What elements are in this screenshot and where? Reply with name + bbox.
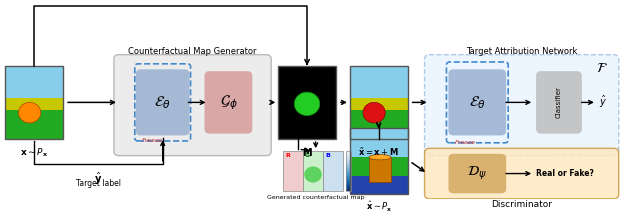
FancyBboxPatch shape bbox=[449, 69, 506, 135]
Bar bbox=[5, 98, 63, 111]
Text: $\mathcal{G}_\phi$: $\mathcal{G}_\phi$ bbox=[220, 93, 237, 112]
Text: Real or Fake?: Real or Fake? bbox=[536, 169, 594, 178]
Bar bbox=[5, 66, 63, 99]
FancyBboxPatch shape bbox=[205, 71, 252, 134]
Circle shape bbox=[19, 102, 41, 123]
Text: $\mathcal{F}$: $\mathcal{F}$ bbox=[596, 61, 608, 75]
Text: B: B bbox=[325, 153, 330, 158]
FancyBboxPatch shape bbox=[536, 71, 582, 134]
Text: G: G bbox=[305, 153, 310, 158]
Text: $\tilde{\mathbf{x}} = \mathbf{x} + \mathbf{M}$: $\tilde{\mathbf{x}} = \mathbf{x} + \math… bbox=[358, 146, 399, 158]
Text: $\hat{y}$: $\hat{y}$ bbox=[599, 94, 607, 111]
Text: $\hat{\mathbf{x}} \sim P_\mathbf{x}$: $\hat{\mathbf{x}} \sim P_\mathbf{x}$ bbox=[365, 200, 392, 214]
Bar bbox=[369, 157, 391, 182]
Text: $\mathcal{E}_\theta$: $\mathcal{E}_\theta$ bbox=[154, 94, 171, 111]
FancyBboxPatch shape bbox=[424, 55, 619, 156]
Bar bbox=[350, 98, 408, 111]
Text: Freeze: Freeze bbox=[454, 140, 476, 145]
Bar bbox=[5, 66, 63, 139]
Bar bbox=[350, 128, 408, 194]
Bar bbox=[5, 110, 63, 139]
Text: Target Attribution Network: Target Attribution Network bbox=[466, 47, 577, 55]
Bar bbox=[350, 110, 408, 139]
Text: Discriminator: Discriminator bbox=[491, 200, 552, 209]
Text: $\hat{\mathbf{y}}$: $\hat{\mathbf{y}}$ bbox=[94, 171, 102, 187]
Bar bbox=[350, 66, 408, 139]
Ellipse shape bbox=[369, 155, 391, 160]
Text: $\mathcal{E}_\theta$: $\mathcal{E}_\theta$ bbox=[469, 94, 486, 111]
Bar bbox=[283, 151, 303, 191]
Text: Target label: Target label bbox=[76, 179, 121, 188]
Bar bbox=[350, 128, 408, 158]
Text: Generated counterfactual map: Generated counterfactual map bbox=[268, 195, 365, 200]
FancyBboxPatch shape bbox=[449, 154, 506, 193]
Bar bbox=[303, 151, 323, 191]
Text: Freeze: Freeze bbox=[142, 138, 163, 143]
FancyBboxPatch shape bbox=[136, 69, 189, 135]
Text: R: R bbox=[285, 153, 290, 158]
Text: $\mathbf{x} \sim P_\mathbf{x}$: $\mathbf{x} \sim P_\mathbf{x}$ bbox=[20, 146, 49, 159]
Text: $\mathcal{D}_\psi$: $\mathcal{D}_\psi$ bbox=[467, 165, 487, 182]
FancyBboxPatch shape bbox=[424, 148, 619, 199]
Circle shape bbox=[294, 92, 320, 116]
Bar bbox=[350, 66, 408, 99]
FancyBboxPatch shape bbox=[114, 55, 271, 156]
Bar bbox=[346, 151, 351, 191]
Circle shape bbox=[304, 166, 322, 183]
Circle shape bbox=[363, 102, 385, 123]
Bar bbox=[323, 151, 343, 191]
Bar bbox=[278, 66, 336, 139]
Bar bbox=[350, 157, 408, 178]
Text: Counterfactual Map Generator: Counterfactual Map Generator bbox=[128, 47, 257, 55]
Text: $\mathbf{M}$: $\mathbf{M}$ bbox=[301, 146, 312, 158]
Text: Classifier: Classifier bbox=[556, 86, 562, 118]
Bar bbox=[350, 176, 408, 194]
